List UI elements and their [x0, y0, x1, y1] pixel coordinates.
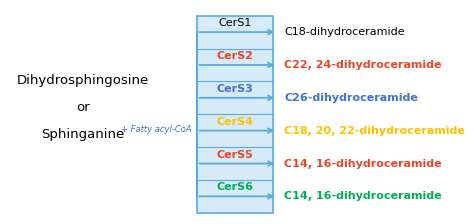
- Text: C14, 16-dihydroceramide: C14, 16-dihydroceramide: [284, 191, 442, 201]
- Text: + Fatty acyl-CoA: + Fatty acyl-CoA: [121, 125, 191, 134]
- Text: C26-dihydroceramide: C26-dihydroceramide: [284, 93, 418, 103]
- Text: C18, 20, 22-dihydroceramide: C18, 20, 22-dihydroceramide: [284, 126, 465, 136]
- Text: Dihydrosphingosine: Dihydrosphingosine: [17, 74, 149, 87]
- Text: CerS3: CerS3: [216, 84, 253, 94]
- Bar: [197, 16, 273, 213]
- Text: or: or: [76, 101, 90, 114]
- Text: C22, 24-dihydroceramide: C22, 24-dihydroceramide: [284, 60, 442, 70]
- Text: CerS1: CerS1: [218, 18, 251, 28]
- Text: Sphinganine: Sphinganine: [41, 128, 125, 141]
- Text: C14, 16-dihydroceramide: C14, 16-dihydroceramide: [284, 159, 442, 168]
- Text: CerS2: CerS2: [216, 51, 253, 61]
- Text: C18-dihydroceramide: C18-dihydroceramide: [284, 27, 405, 37]
- Text: CerS6: CerS6: [216, 182, 253, 192]
- Text: CerS5: CerS5: [216, 150, 253, 159]
- Text: CerS4: CerS4: [216, 117, 253, 127]
